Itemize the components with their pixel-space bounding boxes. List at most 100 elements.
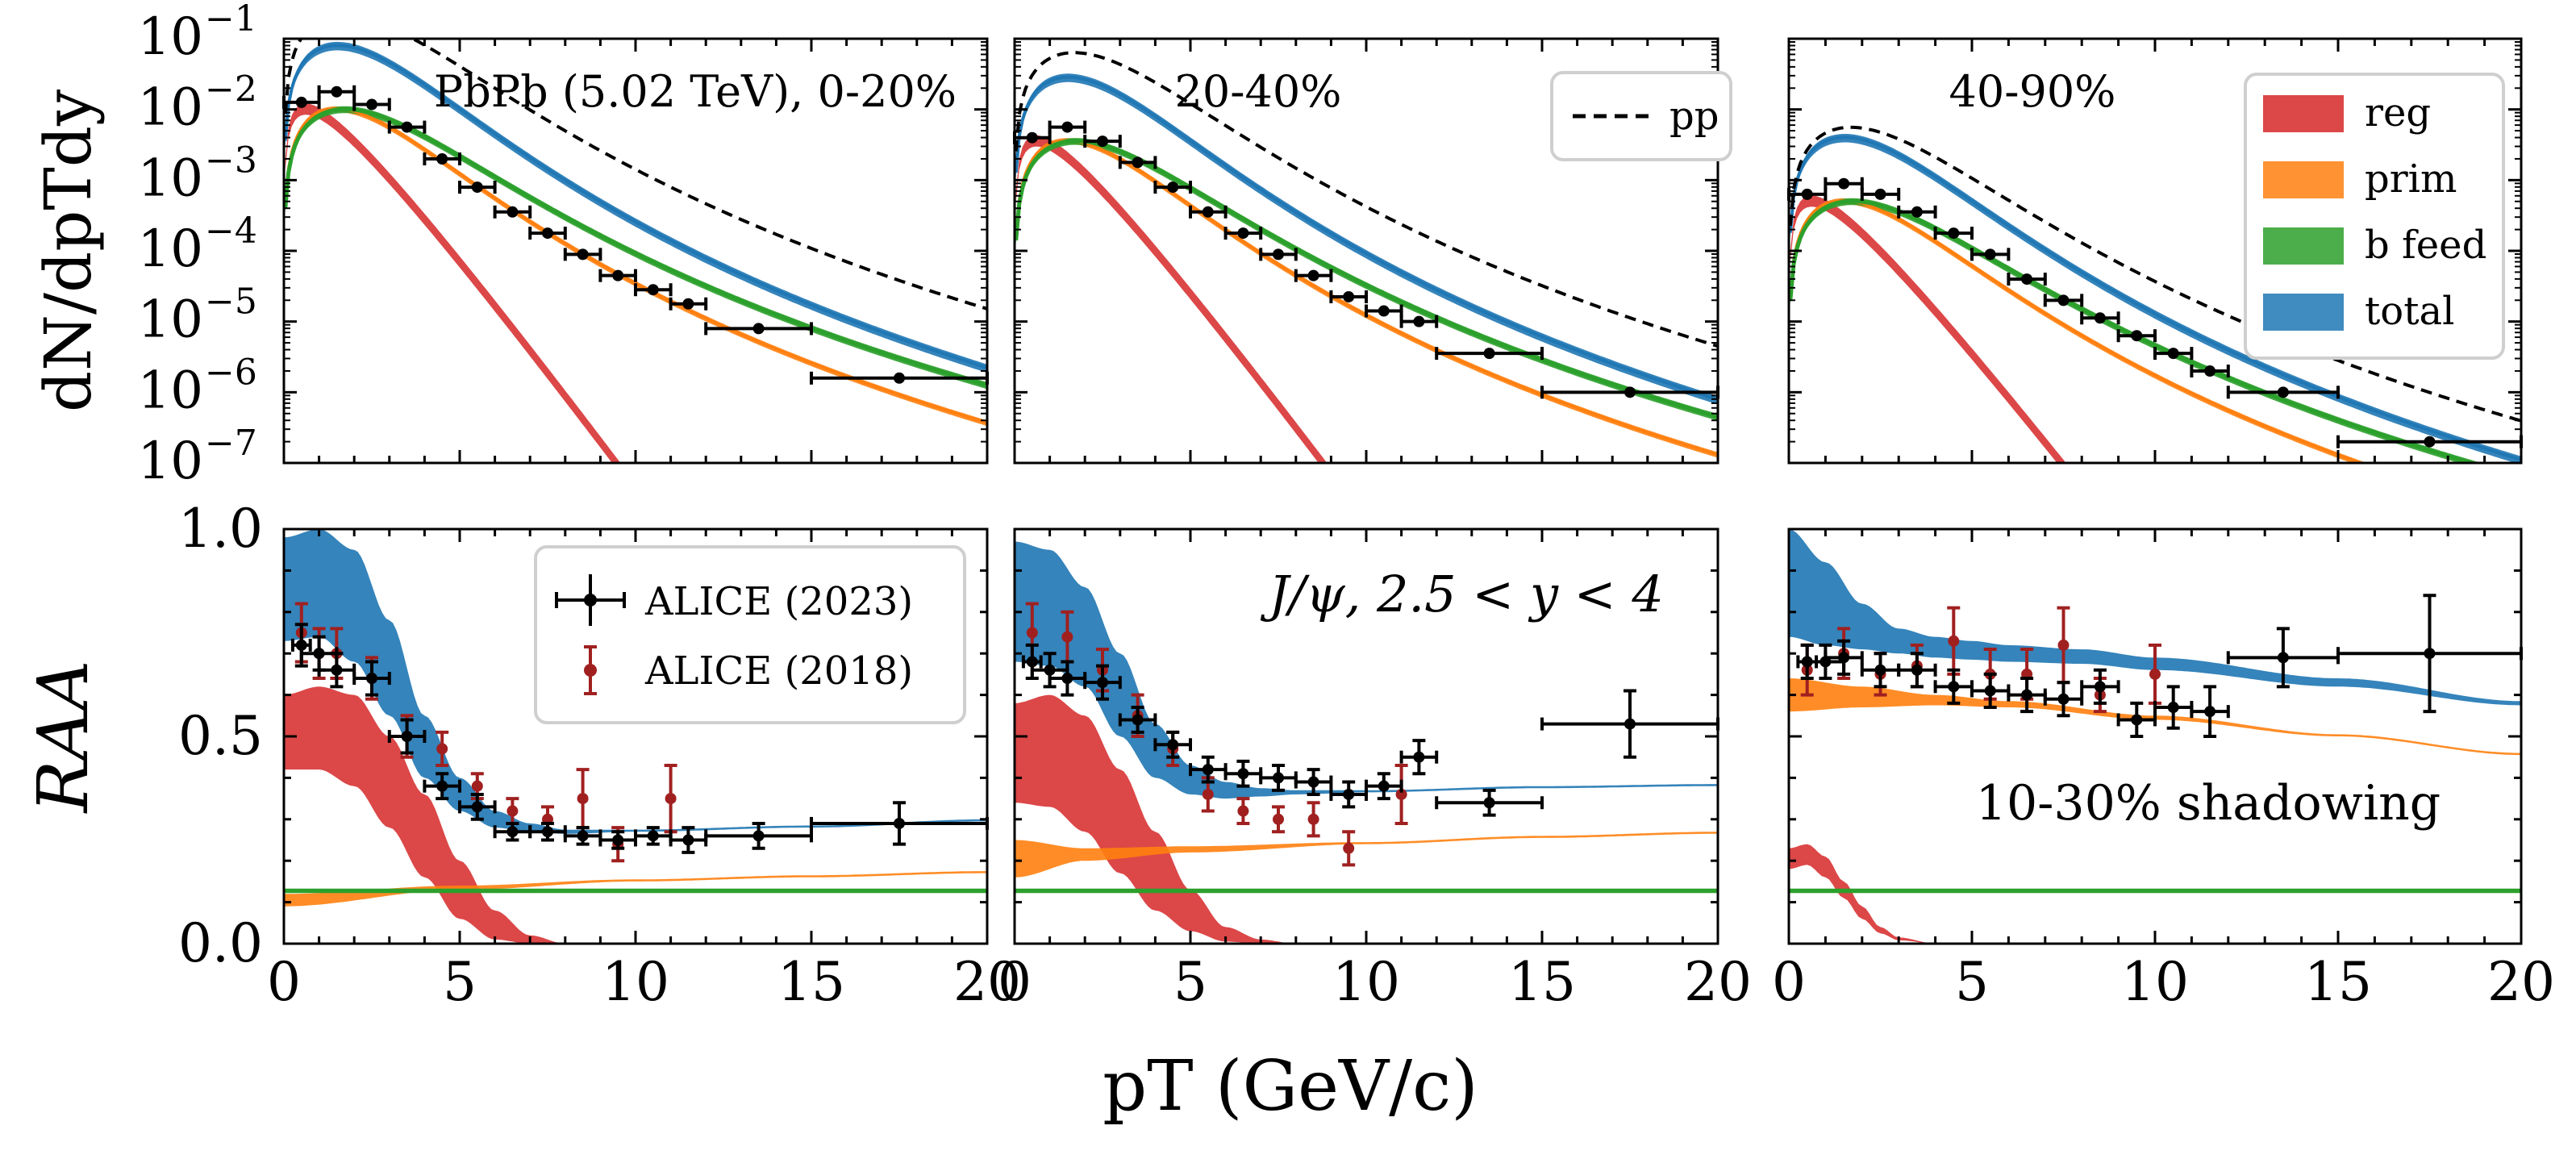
legend-total-label: total [2365,289,2454,334]
alice-2023-data-point [2116,701,2157,738]
prim-band [1015,832,1718,878]
alice-2023-data-point [352,660,391,697]
marker [436,153,448,165]
marker [2057,693,2070,705]
alice-2023-data-point [1118,156,1157,169]
alice-2018-data-point [1272,805,1285,834]
marker [471,780,483,792]
alice-2023-data-point [317,652,356,689]
y-tick-exponent: −3 [205,140,257,181]
x-tick-label: 15 [777,951,845,1013]
x-tick-label: 5 [443,951,477,1013]
alice-2023-data-point [1329,780,1368,809]
bfeed-band [1789,888,2521,894]
marker [1307,813,1319,825]
legend-reg-label: reg [2365,90,2431,135]
x-tick-label: 5 [1173,951,1207,1013]
marker [1237,768,1249,780]
alice-2018-data-point [576,768,590,830]
panel-2-bottom-annotation: J/ψ, 2.5 < y < 4 [1260,565,1664,623]
marker [1395,788,1407,800]
alice-2023-data-point [1933,227,1974,240]
marker [1237,805,1249,817]
alice-2018-data-point [664,763,677,834]
alice-2018-data-point [1307,801,1320,838]
alice-2023-data-point [317,85,356,98]
y-tick-label: 10 [138,78,203,138]
alice-2023-data [282,85,989,385]
marker [1984,685,1996,697]
legend-frame [2244,73,2505,360]
legend-alice2018-symbol [584,645,597,695]
x-tick-label: 10 [1332,951,1400,1013]
panel-2-top-annotation: 20-40% [1175,66,1342,117]
alice-2018-data-point [436,730,449,767]
marker [1097,135,1108,148]
x-tick-label: 10 [2121,951,2189,1013]
marker [2094,681,2106,693]
alice-2023-data-point [2153,347,2194,361]
alice-2023-data-point [1083,135,1122,148]
legend-prim-label: prim [2365,156,2457,202]
marker [1307,269,1319,281]
alice-2023-data-point [528,227,567,240]
marker [1167,181,1179,194]
x-tick-label: 0 [998,951,1032,1013]
top-panel-2-plot [1015,51,1718,463]
marker [577,793,589,805]
marker [584,664,597,677]
alice-2023-data-point [458,792,497,821]
bottom-panel-1-plot [284,529,987,944]
marker [1026,627,1038,639]
alice-2023-data-point [1118,706,1157,734]
alice-2023-data-point [1153,730,1192,759]
marker [401,731,413,742]
alice-2023-data-point [2043,294,2084,307]
marker [752,830,765,842]
alice-2023-data-point [2007,273,2047,286]
bfeed-band [284,888,987,894]
alice-2023-data-point [1223,227,1263,240]
legend-alice2023-label: ALICE (2023) [644,579,913,624]
x-tick-label: 5 [1955,951,1989,1013]
marker [1413,751,1425,763]
marker [2057,639,2070,651]
alice-2023-data-point [2080,668,2120,705]
alice-2023-data-point [1329,290,1368,303]
marker [542,227,553,240]
alice-2023-data-point [352,98,391,111]
marker [1984,248,1996,261]
y-tick-exponent: −6 [205,352,257,393]
marker [2149,668,2161,680]
marker [1061,121,1073,133]
bottom-panel-2-plot [1015,541,1718,944]
alice-2018-data-point [1342,830,1356,867]
alice-2018-data-point [1947,606,1961,676]
marker [1237,227,1249,240]
alice-2023-data [1796,594,2523,738]
marker [1624,718,1636,730]
legend-alice2018-label: ALICE (2018) [644,648,913,694]
bfeed-line [1015,139,1718,419]
marker [2021,273,2033,286]
total-line [1015,75,1718,402]
marker [1202,788,1214,800]
marker [1624,386,1636,398]
y-axis-title-bottom: RAA [23,661,104,815]
legend-bfeed-label: b feed [2365,223,2486,268]
alice-2023-data-point [2116,329,2157,343]
marker [1026,131,1038,144]
marker [1273,813,1284,825]
marker [2204,706,2216,718]
alice-2023-data-point [1933,668,1974,705]
alice-2023-data-point [634,283,673,297]
marker [401,121,413,133]
alice-2023-data-point [1259,763,1298,792]
reg-band [1015,135,1328,463]
alice-2023-data-point [1435,347,1544,361]
prim-line [284,107,987,424]
alice-2023-data-point [1083,664,1122,701]
alice-2023-data-point [458,181,497,194]
marker [366,98,377,110]
alice-2023-data-point [1970,248,2011,261]
